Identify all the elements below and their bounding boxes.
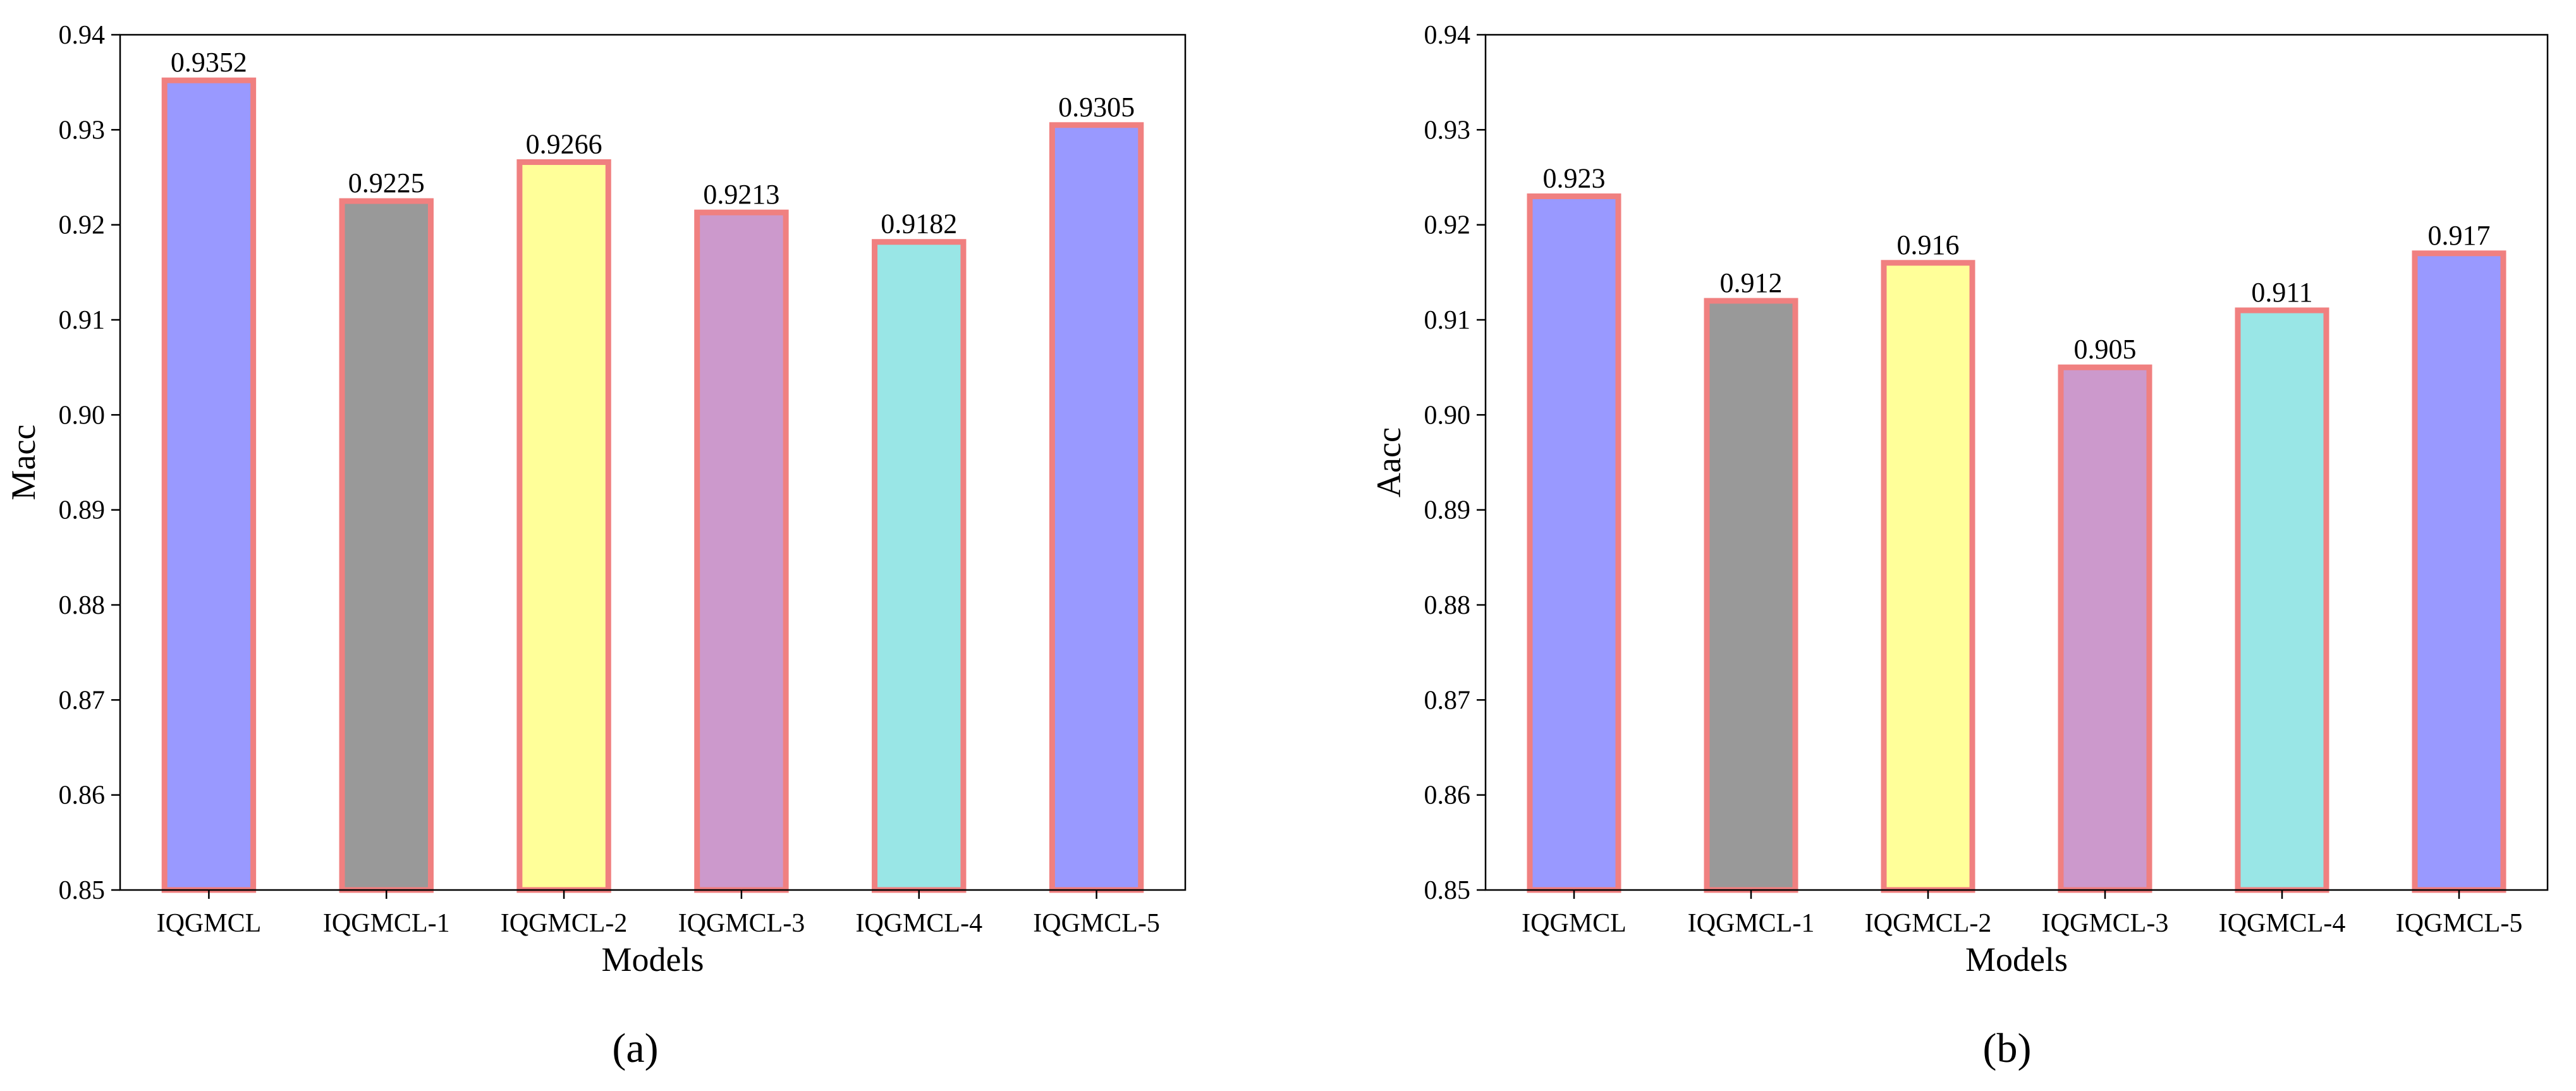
value-label: 0.9352 [171,47,247,78]
bar-iqgmcl-5 [2412,250,2506,893]
y-tick-label: 0.91 [59,306,106,335]
y-tick-label: 0.87 [1424,686,1471,715]
x-tick-label: IQGMCL-1 [323,909,450,938]
chart-panel-a: 0.9352 0.9225 0.9266 0.9213 0.9182 0.9305 0.8… [4,21,1187,1071]
x-tick-label: IQGMCL [157,909,262,938]
y-axis-label: Aacc [1370,427,1408,497]
plot-frame [1484,34,2549,891]
x-axis-ticks: IQGMCL IQGMCL-1 IQGMCL-2 IQGMCL-3 IQGMCL-4 IQ… [157,890,1160,938]
bar-iqgmcl-3 [2058,364,2152,893]
y-tick-label: 0.92 [59,211,106,240]
value-label: 0.9182 [881,209,957,240]
value-label: 0.905 [2074,334,2137,365]
x-axis-label: Models [1965,941,2068,978]
x-tick-label: IQGMCL-5 [1033,909,1160,938]
y-tick-label: 0.85 [1424,876,1471,905]
x-tick-label: IQGMCL-2 [501,909,628,938]
y-axis-label: Macc [4,425,42,501]
bar-iqgmcl-4 [2235,307,2329,893]
y-tick-label: 0.87 [59,686,106,715]
value-label: 0.923 [1543,163,1606,194]
y-tick-label: 0.86 [59,781,106,810]
y-tick-label: 0.94 [59,21,106,50]
value-label: 0.911 [2251,277,2312,308]
value-label: 0.9305 [1058,92,1135,123]
x-tick-label: IQGMCL-1 [1688,909,1815,938]
y-tick-label: 0.85 [59,876,106,905]
x-tick-label: IQGMCL-5 [2396,909,2523,938]
bars [161,77,1144,893]
y-axis-ticks: 0.85 0.86 0.87 0.88 0.89 0.90 0.91 0.92 0.93 0.94 [1424,21,1486,905]
panel-label: (a) [612,1025,658,1071]
y-tick-label: 0.92 [1424,211,1471,240]
x-tick-label: IQGMCL-2 [1865,909,1992,938]
bar-iqgmcl-3 [694,209,789,893]
y-tick-label: 0.89 [1424,496,1471,525]
y-axis-ticks: 0.85 0.86 0.87 0.88 0.89 0.90 0.91 0.92 0.93 0.94 [59,21,120,905]
bar-iqgmcl-4 [872,239,967,893]
value-label: 0.9225 [348,168,425,198]
value-label: 0.912 [1720,267,1783,298]
y-tick-label: 0.90 [59,401,106,430]
x-tick-label: IQGMCL [1522,909,1627,938]
y-tick-label: 0.89 [59,496,106,525]
panel-label: (b) [1983,1025,2032,1071]
x-tick-label: IQGMCL-3 [2042,909,2169,938]
bar-iqgmcl-1 [1704,298,1798,893]
y-tick-label: 0.86 [1424,781,1471,810]
y-tick-label: 0.94 [1424,21,1471,50]
bars [1527,193,2506,893]
bar-iqgmcl-5 [1049,122,1144,893]
bar-iqgmcl-2 [1881,260,1975,893]
value-labels: 0.9352 0.9225 0.9266 0.9213 0.9182 0.9305 [171,47,1135,240]
value-label: 0.916 [1897,229,1960,260]
y-tick-label: 0.91 [1424,306,1471,335]
value-label: 0.9213 [703,179,779,210]
plot-frame [119,34,1187,891]
value-label: 0.9266 [526,128,602,159]
x-axis-ticks: IQGMCL IQGMCL-1 IQGMCL-2 IQGMCL-3 IQGMCL-4 IQ… [1522,890,2522,938]
y-tick-label: 0.88 [1424,591,1471,620]
y-tick-label: 0.93 [1424,116,1471,145]
x-tick-label: IQGMCL-3 [678,909,805,938]
value-labels: 0.923 0.912 0.916 0.905 0.911 0.917 [1543,163,2491,365]
y-tick-label: 0.93 [59,116,106,145]
bar-iqgmcl [1527,193,1621,893]
y-tick-label: 0.90 [1424,401,1471,430]
y-tick-label: 0.88 [59,591,106,620]
value-label: 0.917 [2428,220,2491,251]
x-axis-label: Models [602,941,704,978]
x-tick-label: IQGMCL-4 [855,909,982,938]
bar-iqgmcl [161,77,257,893]
bar-iqgmcl-2 [516,159,611,893]
bar-iqgmcl-1 [339,198,434,893]
x-tick-label: IQGMCL-4 [2219,909,2346,938]
